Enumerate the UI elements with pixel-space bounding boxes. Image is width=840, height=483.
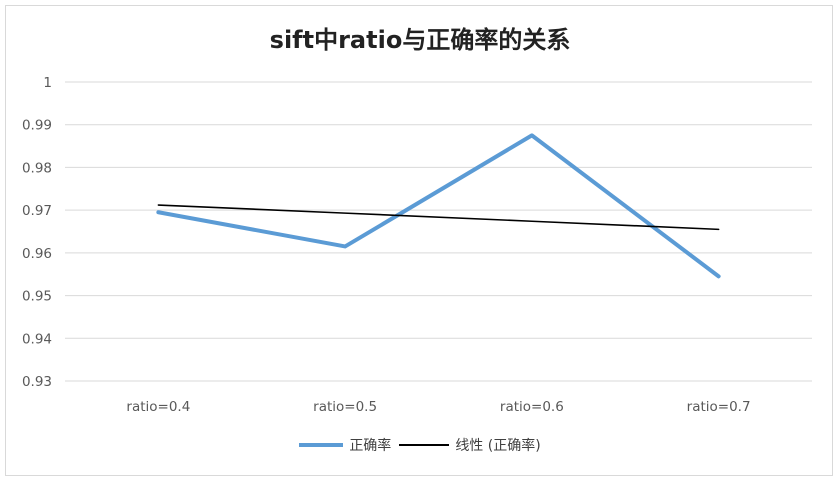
legend-swatch-series-0 bbox=[299, 443, 344, 447]
chart-title: sift中ratio与正确率的关系 bbox=[269, 26, 571, 54]
y-tick-label-6: 0.99 bbox=[22, 118, 52, 134]
y-tick-label-7: 1 bbox=[43, 75, 52, 91]
series-line-0 bbox=[156, 133, 721, 279]
legend-label-series-1: 线性 (正确率) bbox=[455, 438, 541, 454]
y-tick-label-3: 0.96 bbox=[22, 246, 52, 262]
y-tick-label-5: 0.98 bbox=[22, 160, 52, 176]
legend-item-series-1: 线性 (正确率) bbox=[399, 435, 541, 455]
legend: 正确率 线性 (正确率) bbox=[0, 435, 840, 455]
y-tick-label-4: 0.97 bbox=[22, 203, 52, 219]
legend-item-series-0: 正确率 bbox=[299, 435, 391, 455]
y-tick-label-1: 0.94 bbox=[22, 331, 52, 347]
legend-swatch-series-1 bbox=[399, 444, 450, 446]
series-line-1 bbox=[157, 204, 720, 231]
x-tick-label-2: ratio=0.6 bbox=[500, 399, 564, 415]
x-tick-label-0: ratio=0.4 bbox=[126, 399, 190, 415]
chart-frame bbox=[5, 5, 833, 476]
legend-label-series-0: 正确率 bbox=[349, 438, 392, 454]
y-tick-label-0: 0.93 bbox=[22, 374, 52, 390]
x-tick-label-3: ratio=0.7 bbox=[687, 399, 751, 415]
x-tick-label-1: ratio=0.5 bbox=[313, 399, 377, 415]
y-tick-label-2: 0.95 bbox=[22, 289, 52, 305]
